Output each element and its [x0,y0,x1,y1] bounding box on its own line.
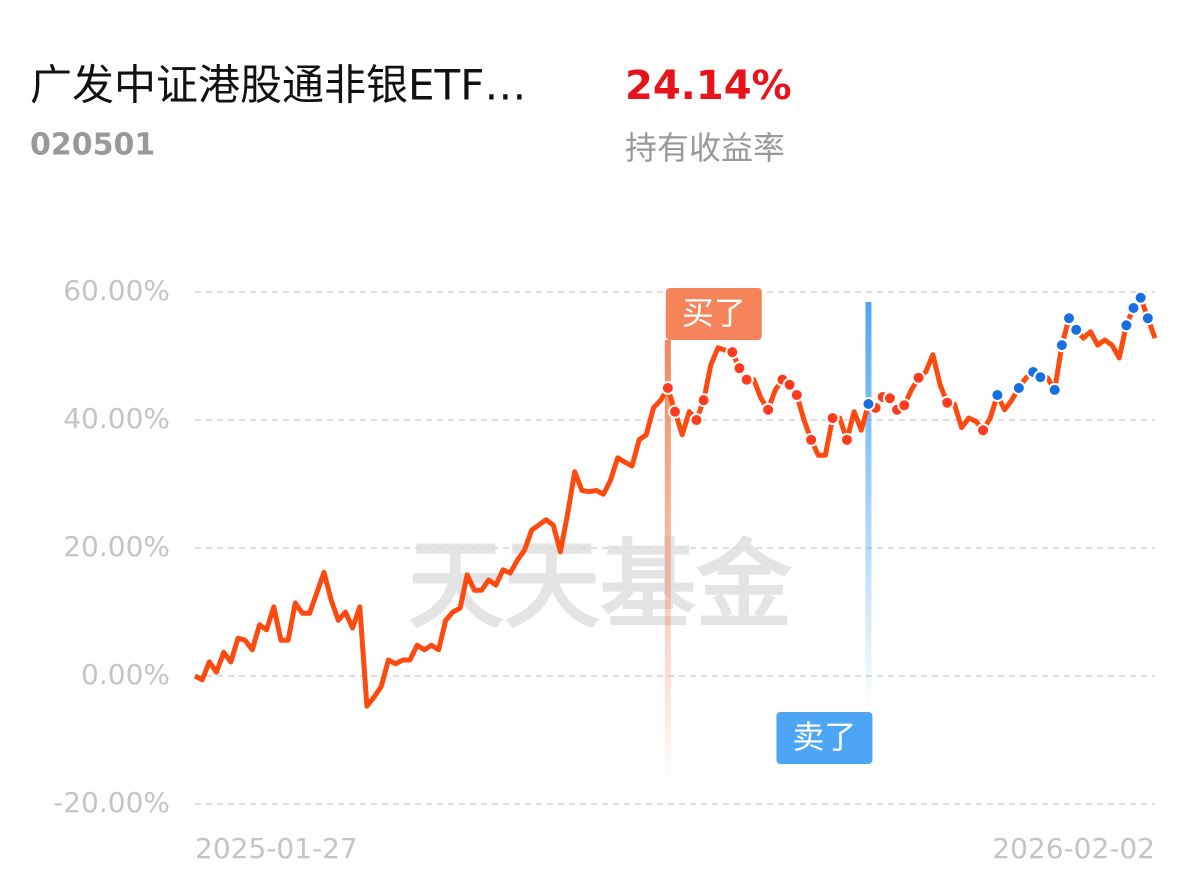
sell-line [865,302,872,712]
y-tick-label: 40.00% [63,402,170,435]
buy-dots [739,372,754,387]
sell-dots [990,388,1005,403]
annotation-label: 卖了 [792,718,856,756]
buy-dots [696,393,711,408]
buy-dots [660,381,675,395]
buy-dots [976,423,991,438]
buy-dots [761,402,776,417]
x-tick-label: 2026-02-02 [992,832,1155,865]
buy-dots [825,411,840,426]
buy-dots [689,413,704,427]
sell-dots [1140,311,1155,326]
sell-dots [1011,381,1026,395]
sell-dots [1033,370,1048,385]
fund-code: 020501 [30,128,155,163]
nav-line [193,295,1158,709]
buy-dots [839,432,854,447]
holding-return-label: 持有收益率 [625,129,785,167]
sell-dots [1054,338,1069,353]
sell-dots [861,397,876,411]
buy-dots [804,432,819,447]
annotation-box [776,712,873,764]
sell-dots [1069,322,1084,337]
fund-title: 广发中证港股通非银ETF… [30,61,526,110]
buy-dots [882,391,897,406]
y-tick-label: 20.00% [63,530,170,563]
annotation-box [665,288,762,340]
y-tick-label: -20.00% [53,786,170,819]
sell-dots [1119,318,1134,333]
y-tick-label: 60.00% [63,274,170,307]
buy-dots [897,398,912,413]
sell-dots [1062,311,1077,326]
buy-dots [911,370,926,385]
annotation-label: 买了 [682,294,746,332]
sell-dots [1133,290,1148,305]
buy-dots [782,377,797,392]
sell-dots [1126,301,1141,315]
buy-dots [668,404,682,419]
x-tick-label: 2025-01-27 [195,832,358,865]
buy-dots [789,388,804,403]
buy-line [664,340,671,790]
y-tick-label: 0.00% [81,658,170,691]
holding-return: 24.14% [625,63,792,109]
buy-dots [732,361,747,376]
buy-dots [725,345,740,360]
buy-dots [940,395,955,410]
sell-dots [1047,382,1062,397]
